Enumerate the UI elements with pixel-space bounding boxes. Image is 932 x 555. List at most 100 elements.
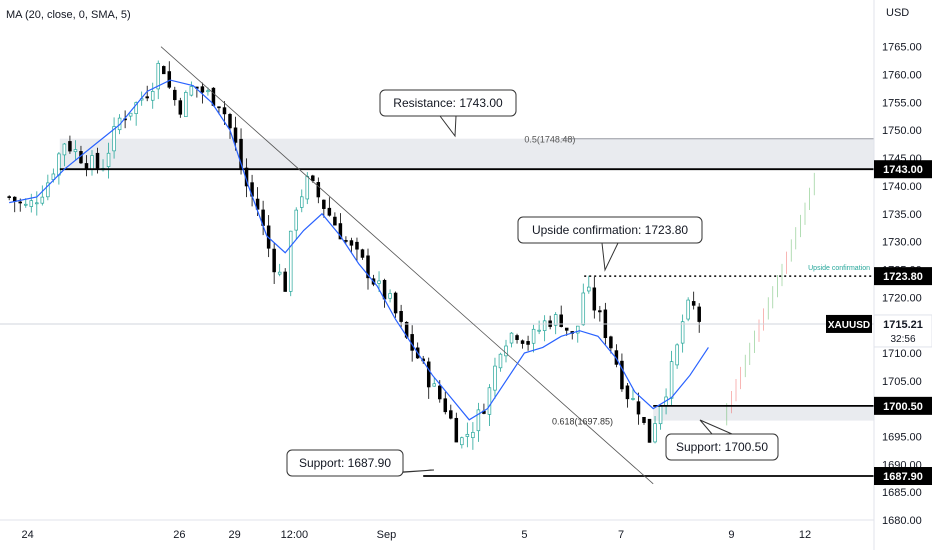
callout-text: Support: 1700.50 (676, 440, 768, 454)
price-level-tag (874, 267, 932, 286)
callout-box (517, 216, 703, 244)
candle-body (316, 182, 321, 198)
candle-body (697, 306, 701, 322)
price-tick-label: 1710.00 (882, 348, 922, 360)
candles (7, 60, 815, 450)
candle-body (145, 96, 149, 99)
upside-small-label: Upside confirmation (808, 265, 870, 272)
candle-body (322, 199, 326, 209)
candle-body (620, 360, 624, 390)
candle-body (288, 230, 293, 292)
candle-body (509, 332, 514, 344)
price-level-tag (874, 396, 932, 415)
symbol-tag (826, 314, 872, 333)
candle-body (90, 155, 94, 170)
candle-body (206, 90, 210, 93)
candle-body (382, 279, 387, 300)
candle-body (57, 153, 61, 176)
candle-body (106, 152, 111, 167)
candle-body (454, 417, 459, 443)
candle-body (686, 299, 690, 320)
candle-body (62, 143, 67, 156)
callout-tail (439, 115, 457, 138)
candle-body (200, 86, 205, 93)
price-tick-label: 1730.00 (882, 237, 922, 249)
candle-body (272, 248, 276, 273)
fib-05-label: 0.5(1748.48) (524, 135, 575, 145)
support-zone (653, 405, 874, 421)
candle-body (355, 241, 359, 250)
price-tick-label: 1750.00 (882, 125, 922, 137)
candle-body (366, 255, 370, 279)
callout-box (286, 449, 404, 477)
candle-body (233, 127, 238, 143)
callout-box (665, 433, 779, 461)
candle-body (222, 107, 227, 115)
candle-body (581, 292, 586, 326)
candle-body (311, 175, 315, 182)
candle-body (150, 91, 155, 101)
candle-body (68, 141, 72, 152)
price-tick-label: 1720.00 (882, 292, 922, 304)
candle-body (327, 207, 332, 216)
candle-body (40, 196, 45, 204)
price-tick-label: 1735.00 (882, 209, 922, 221)
candle-body (537, 329, 541, 332)
candle-body (542, 320, 547, 332)
time-tick-label: 24 (21, 529, 33, 541)
candle-body (576, 325, 580, 334)
candle-body (349, 240, 354, 246)
currency-label: USD (886, 7, 909, 19)
time-tick-label: Sep (377, 529, 397, 541)
lines: 0.5(1748.48) Upside confirmation 0.618(169… (0, 46, 874, 485)
candle-body (598, 310, 602, 313)
symbol-tag-text: XAUUSD (828, 320, 870, 331)
indicator-legend[interactable]: MA (20, close, 0, SMA, 5) (6, 9, 131, 21)
price-tick-label: 1755.00 (882, 97, 922, 109)
candle-body (680, 321, 685, 344)
candle-body (520, 340, 525, 344)
candle-body (18, 201, 22, 204)
candle-body (487, 387, 492, 415)
candle-body (84, 163, 89, 169)
candle-body (564, 327, 569, 331)
time-tick-label: 29 (228, 529, 240, 541)
candle-body (300, 196, 304, 208)
candle-body (333, 216, 337, 226)
candle-body (128, 112, 133, 117)
countdown-text: 32:56 (890, 334, 915, 345)
candle-body (426, 361, 431, 388)
candle-body (112, 126, 116, 152)
candle-body (531, 328, 536, 344)
price-tick-label: 1740.00 (882, 181, 922, 193)
candle-body (504, 345, 508, 357)
upside-callout: Upside confirmation: 1723.80 (517, 216, 703, 272)
candle-body (294, 209, 298, 231)
candle-body (449, 410, 453, 419)
candle-body (178, 100, 183, 115)
price-level-tag-text: 1700.50 (883, 401, 923, 413)
trend-line (160, 46, 654, 485)
candle-body (625, 385, 630, 400)
callout-text: Upside confirmation: 1723.80 (532, 223, 688, 237)
price-tick-label: 1760.00 (882, 70, 922, 82)
candle-body (526, 341, 530, 345)
candle-body (443, 398, 448, 413)
candle-body (156, 62, 160, 90)
price-level-tag (874, 160, 932, 179)
price-level-tag-text: 1687.90 (883, 471, 923, 483)
candle-body (658, 405, 663, 425)
candle-body (217, 106, 221, 109)
candle-body (691, 301, 696, 306)
price-tick-label: 1695.00 (882, 431, 922, 443)
candle-body (399, 310, 403, 322)
candle-body (277, 271, 282, 275)
candle-body (95, 152, 100, 169)
candle-body (460, 437, 464, 446)
callouts: Resistance: 1743.00 Upside confirmation: … (286, 89, 779, 477)
candle-body (592, 287, 597, 311)
candle-body (471, 432, 475, 439)
candle-body (631, 398, 635, 400)
